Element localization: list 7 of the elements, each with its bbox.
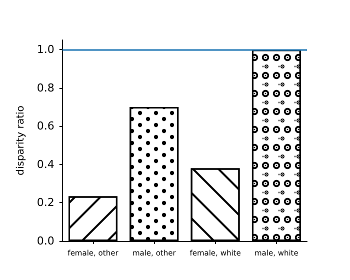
y-tick-label: 1.0 xyxy=(36,43,54,56)
y-tick-label: 0.4 xyxy=(36,158,54,171)
y-tick-label: 0.6 xyxy=(36,120,54,133)
y-tick-label: 0.2 xyxy=(36,196,54,210)
y-tick-label: 0.8 xyxy=(36,81,54,94)
y-tick-label: 0.0 xyxy=(36,234,54,248)
y-axis-title: disparity ratio xyxy=(16,106,26,176)
